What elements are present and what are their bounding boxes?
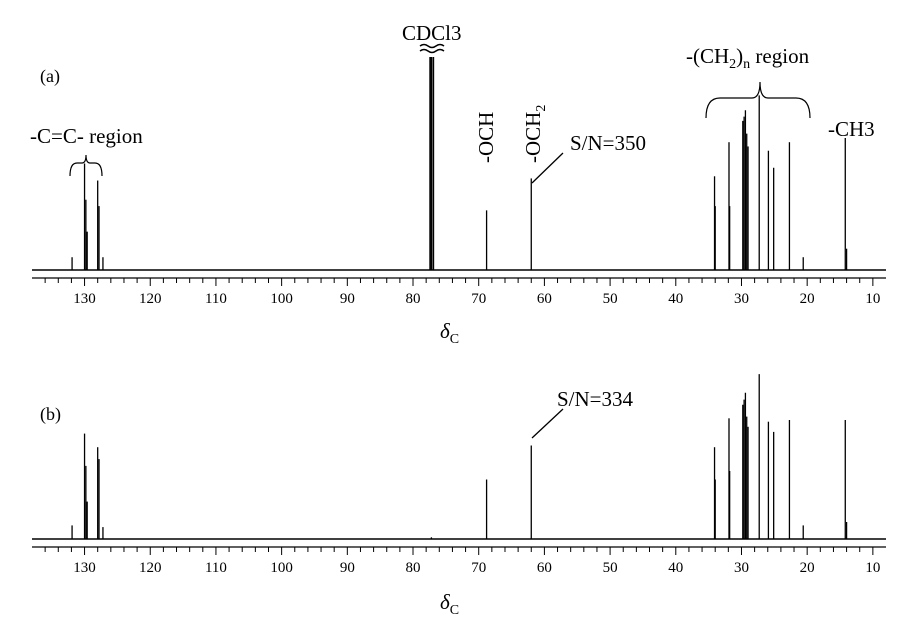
x-tick-label: 130	[73, 560, 96, 576]
x-axis-title-b: δC	[440, 590, 459, 618]
x-tick-label: 80	[406, 560, 421, 576]
x-tick-label: 70	[471, 291, 486, 307]
x-tick-label: 30	[734, 560, 749, 576]
panel-b: 130 120 110 100 90 80 70 60 50 40 30 20 10	[32, 374, 886, 576]
ch2-region-bracket	[705, 81, 811, 119]
ch2-sub1: 2	[729, 57, 736, 72]
cc-region-bracket	[69, 154, 103, 177]
x-tick-label: 10	[865, 560, 880, 576]
cc-region-label: -C=C- region	[30, 124, 143, 148]
ch2-sub2: n	[743, 57, 750, 72]
ch2-mid: )	[736, 44, 743, 68]
sn-a-leader-line	[531, 152, 564, 184]
panel-a-label: (a)	[40, 66, 60, 87]
x-axis-title-b-sub: C	[450, 603, 459, 618]
x-tick-label: 60	[537, 560, 552, 576]
x-tick-label: 80	[406, 291, 421, 307]
x-tick-label: 30	[734, 291, 749, 307]
cdcl3-label: CDCl3	[402, 21, 462, 45]
x-tick-label: 90	[340, 560, 355, 576]
x-tick-label: 50	[603, 560, 618, 576]
x-tick-label: 40	[668, 560, 683, 576]
ch3-label: -CH3	[828, 117, 875, 141]
panel-a: 130 120 110 100 90 80 70 60 50 40 30 20 10	[32, 57, 886, 307]
x-tick-label: 50	[603, 291, 618, 307]
x-axis-title-a: δC	[440, 319, 459, 347]
x-tick-label: 40	[668, 291, 683, 307]
x-axis-title-a-main: δ	[440, 319, 451, 343]
x-tick-label: 70	[471, 560, 486, 576]
och2-subscript: 2	[534, 105, 549, 112]
axis-break-marks	[419, 43, 445, 54]
x-tick-label: 20	[800, 560, 815, 576]
och-label: -OCH	[474, 112, 498, 163]
sn-b-label: S/N=334	[557, 387, 634, 411]
x-tick-label: 120	[139, 291, 162, 307]
x-tick-label: 100	[270, 291, 293, 307]
x-tick-label: 60	[537, 291, 552, 307]
x-tick-label: 20	[800, 291, 815, 307]
x-axis-title-b-main: δ	[440, 590, 451, 614]
x-tick-label: 100	[270, 560, 293, 576]
x-tick-label: 90	[340, 291, 355, 307]
x-tick-label: 110	[205, 560, 227, 576]
sn-a-label: S/N=350	[570, 131, 646, 155]
x-tick-label: 10	[865, 291, 880, 307]
ch2-post: region	[750, 44, 809, 68]
ch2-pre: -(CH	[686, 44, 729, 68]
sn-b-leader-line	[531, 408, 564, 439]
och2-main: -OCH	[521, 112, 545, 163]
x-tick-label: 120	[139, 560, 162, 576]
panel-b-label: (b)	[40, 404, 61, 425]
x-axis-title-a-sub: C	[450, 332, 459, 347]
ch2-region-label: -(CH2)n region	[686, 44, 810, 72]
och2-label: -OCH2	[521, 105, 549, 163]
x-tick-label: 110	[205, 291, 227, 307]
x-tick-label: 130	[73, 291, 96, 307]
